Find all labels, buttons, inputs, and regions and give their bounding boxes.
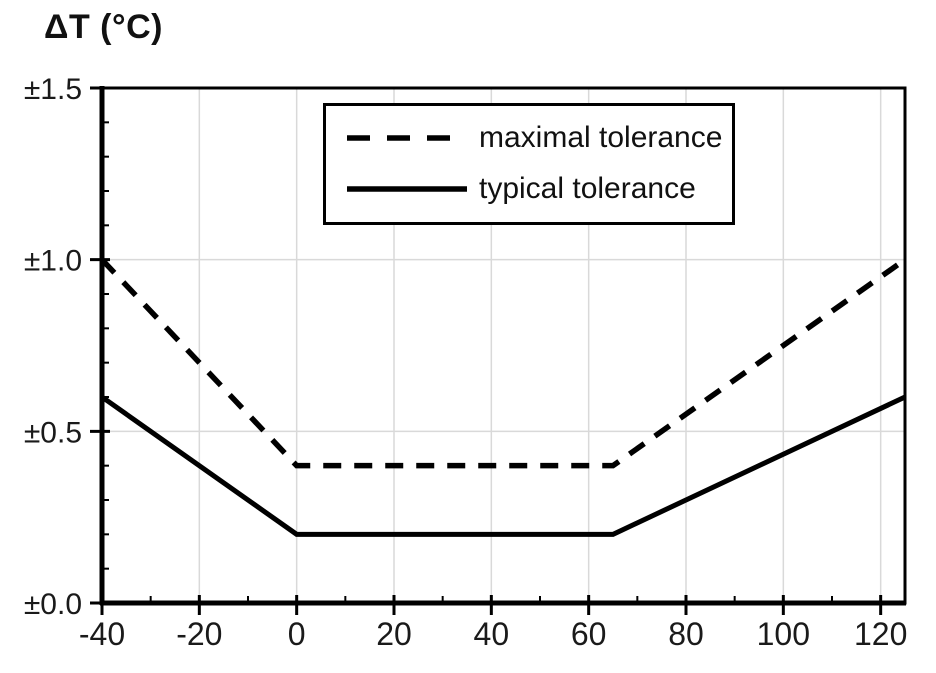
- series-line-maximal-tolerance: [100, 257, 907, 469]
- legend-label-maximal: maximal tolerance: [479, 120, 723, 154]
- x-tick-label: -40: [79, 616, 125, 652]
- solid-line-icon: [347, 185, 467, 192]
- x-tick-label: 20: [376, 616, 412, 652]
- y-tick-label: ±0.0: [24, 588, 82, 621]
- x-tick-label: 40: [474, 616, 510, 652]
- series-lines: [100, 257, 907, 537]
- legend-item-maximal: maximal tolerance: [326, 121, 732, 155]
- x-tick-label: 120: [854, 616, 907, 652]
- x-tick-label: -20: [176, 616, 222, 652]
- legend: maximal tolerance typical tolerance: [323, 103, 735, 225]
- y-axis-title: ΔT (°C): [44, 8, 163, 46]
- legend-label-typical: typical tolerance: [479, 171, 696, 205]
- x-tick-label: 100: [757, 616, 810, 652]
- x-tick-label: 80: [668, 616, 704, 652]
- axis-ticks: [90, 86, 883, 615]
- x-tick-label: 0: [288, 616, 306, 652]
- x-tick-label: 60: [571, 616, 607, 652]
- y-tick-label: ±1.5: [24, 73, 82, 106]
- axes: [99, 86, 907, 606]
- tick-labels: -40 -20 0 20 40 60 80 100 120 ±0.0 ±0.5 ±1.0 ±1.5: [24, 73, 908, 652]
- y-tick-label: ±1.0: [24, 245, 82, 278]
- series-line-typical-tolerance: [100, 394, 907, 537]
- dashed-line-icon: [347, 134, 467, 141]
- y-tick-label: ±0.5: [24, 416, 82, 449]
- legend-item-typical: typical tolerance: [326, 172, 732, 206]
